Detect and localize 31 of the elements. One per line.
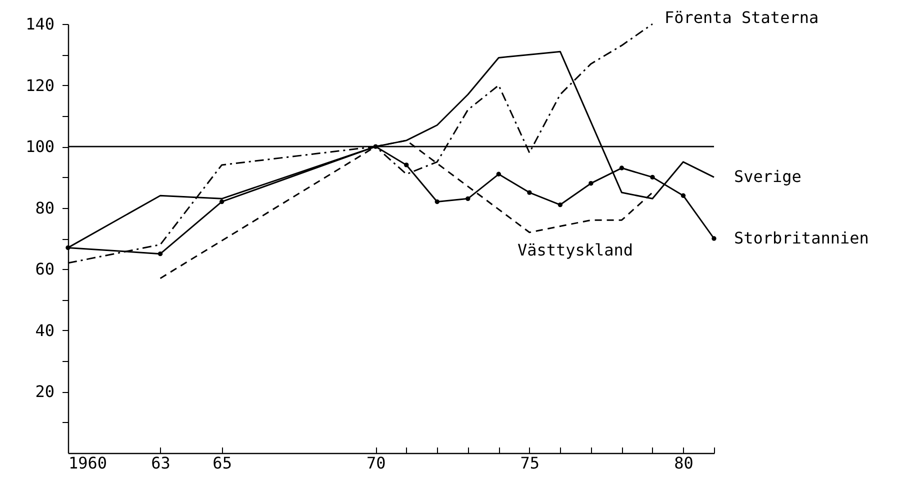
- point: [558, 202, 563, 208]
- point: [680, 193, 686, 198]
- y-tick-label: 40: [35, 320, 54, 340]
- point: [434, 199, 440, 204]
- y-tick-label: 20: [35, 382, 54, 402]
- x-tick-label: 75: [520, 454, 540, 472]
- series-label: Västtyskland: [517, 240, 634, 260]
- y-tick-label: 120: [26, 76, 54, 95]
- series-label: Förenta Staterna: [664, 8, 819, 27]
- point: [712, 236, 716, 241]
- y-tick-label: 80: [35, 198, 54, 218]
- y-tick-label: 140: [26, 14, 54, 34]
- point: [496, 172, 502, 176]
- y-tick-label: 100: [26, 137, 54, 156]
- point: [158, 251, 163, 256]
- point: [219, 199, 224, 204]
- point: [619, 166, 624, 170]
- series-label: Storbritannien: [734, 228, 869, 248]
- x-tick-label: 80: [674, 454, 694, 472]
- point: [527, 190, 532, 195]
- y-tick-label: 60: [35, 260, 54, 279]
- point: [466, 196, 470, 202]
- x-tick-label: 1960: [68, 454, 108, 472]
- x-tick-label: 70: [366, 454, 386, 472]
- series-label: Sverige: [734, 167, 802, 186]
- point: [66, 245, 70, 250]
- x-tick-label: 65: [212, 454, 232, 472]
- point: [650, 174, 655, 180]
- point: [404, 162, 409, 168]
- point: [588, 181, 594, 186]
- x-tick-label: 63: [151, 454, 170, 472]
